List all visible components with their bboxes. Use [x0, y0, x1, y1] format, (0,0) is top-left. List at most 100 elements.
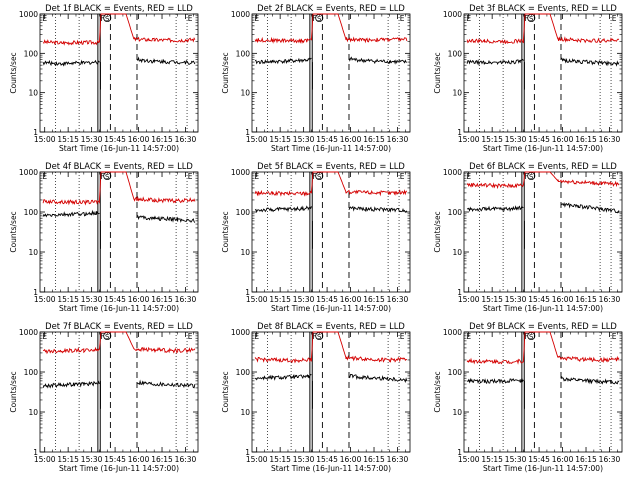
- x-tick-label: 15:30: [505, 135, 527, 144]
- y-tick-label: 10: [240, 408, 250, 417]
- detector-plot-7: Det 7f BLACK = Events, RED = LLD 1 10 100 10…: [9, 321, 199, 473]
- marker-label: F: [100, 332, 104, 341]
- x-tick-label: 16:15: [151, 135, 173, 144]
- marker-label: S: [317, 15, 322, 23]
- detector-plot-3: Det 3f BLACK = Events, RED = LLD 1 10 100 10…: [433, 3, 623, 153]
- marker-label: S: [317, 173, 322, 181]
- y-axis-label: Counts/sec: [9, 211, 18, 252]
- y-axis-label: Counts/sec: [9, 52, 18, 93]
- x-tick-label: 15:00: [34, 295, 56, 304]
- y-tick-label: 1000: [443, 10, 462, 19]
- marker-label: E: [466, 332, 471, 341]
- x-axis-label: Start Time (16-Jun-11 14:57:00): [483, 144, 603, 153]
- events-series-line: [254, 56, 407, 65]
- marker-label: E: [400, 332, 405, 341]
- marker-label: S: [317, 333, 322, 341]
- y-axis-label: Counts/sec: [433, 211, 442, 252]
- axes-frame: [251, 13, 411, 133]
- x-tick-label: 15:15: [57, 295, 79, 304]
- lld-series-line: [466, 331, 620, 365]
- x-tick-label: 15:45: [528, 455, 550, 464]
- x-tick-label: 15:15: [269, 135, 291, 144]
- y-tick-label: 1000: [231, 328, 250, 337]
- y-tick-label: 10: [240, 248, 250, 257]
- axes-frame: [463, 13, 623, 133]
- x-tick-label: 15:30: [81, 295, 103, 304]
- axes-frame: [463, 171, 623, 293]
- marker-label: F: [100, 172, 104, 181]
- marker-label: F: [312, 172, 316, 181]
- x-tick-label: 15:15: [57, 455, 79, 464]
- detector-plot-5: Det 5f BLACK = Events, RED = LLD 1 10 100 10…: [221, 161, 411, 313]
- x-tick-label: 15:15: [269, 455, 291, 464]
- y-tick-label: 100: [24, 368, 39, 377]
- x-tick-label: 16:00: [552, 455, 574, 464]
- marker-label: E: [466, 172, 471, 181]
- y-tick-label: 100: [24, 49, 39, 58]
- marker-label: F: [524, 14, 528, 23]
- marker-label: E: [612, 14, 617, 23]
- x-tick-label: 16:00: [340, 455, 362, 464]
- y-tick-label: 10: [452, 248, 462, 257]
- y-tick-label: 1000: [19, 168, 38, 177]
- plot-title: Det 6f BLACK = Events, RED = LLD: [469, 161, 617, 171]
- y-tick-label: 1000: [231, 10, 250, 19]
- detector-plot-6: Det 6f BLACK = Events, RED = LLD 1 10 100 10…: [433, 161, 623, 313]
- marker-label: S: [105, 15, 110, 23]
- detector-plot-1: Det 1f BLACK = Events, RED = LLD 1 10 100 10…: [9, 3, 199, 153]
- x-tick-label: 16:15: [363, 135, 385, 144]
- events-series-line: [42, 209, 196, 223]
- marker-label: F: [524, 172, 528, 181]
- y-tick-label: 100: [448, 208, 463, 217]
- x-axis-label: Start Time (16-Jun-11 14:57:00): [59, 144, 179, 153]
- y-tick-label: 1: [245, 448, 250, 457]
- x-tick-label: 16:00: [552, 135, 574, 144]
- y-tick-label: 1000: [19, 10, 38, 19]
- y-axis-label: Counts/sec: [221, 371, 230, 412]
- events-series-line: [42, 379, 196, 389]
- y-tick-label: 1: [457, 288, 462, 297]
- y-tick-label: 10: [452, 408, 462, 417]
- x-tick-label: 15:30: [81, 455, 103, 464]
- marker-label: F: [524, 332, 528, 341]
- lld-series-line: [254, 171, 408, 197]
- detector-plot-9: Det 9f BLACK = Events, RED = LLD 1 10 100 10…: [433, 321, 623, 473]
- marker-label: E: [188, 172, 193, 181]
- x-tick-label: 16:00: [340, 135, 362, 144]
- x-tick-label: 15:45: [528, 135, 550, 144]
- lld-series-line: [466, 13, 620, 45]
- events-series-line: [42, 56, 196, 67]
- x-tick-label: 15:15: [481, 455, 503, 464]
- marker-label: S: [105, 333, 110, 341]
- marker-label: F: [312, 14, 316, 23]
- marker-label: E: [612, 172, 617, 181]
- y-tick-label: 100: [236, 368, 251, 377]
- x-tick-label: 16:30: [175, 295, 197, 304]
- x-tick-label: 16:30: [387, 455, 409, 464]
- detector-plot-8: Det 8f BLACK = Events, RED = LLD 1 10 100 10…: [221, 321, 411, 473]
- x-tick-label: 16:00: [128, 455, 150, 464]
- x-tick-label: 16:00: [128, 295, 150, 304]
- y-tick-label: 10: [452, 89, 462, 98]
- y-tick-label: 1: [457, 448, 462, 457]
- marker-label: E: [466, 14, 471, 23]
- marker-label: S: [529, 333, 534, 341]
- axes-frame: [251, 331, 411, 453]
- x-tick-label: 15:15: [481, 295, 503, 304]
- marker-label: E: [188, 14, 193, 23]
- x-tick-label: 16:15: [575, 455, 597, 464]
- plot-title: Det 3f BLACK = Events, RED = LLD: [469, 3, 617, 13]
- plot-title: Det 1f BLACK = Events, RED = LLD: [45, 3, 193, 13]
- x-tick-label: 16:15: [363, 295, 385, 304]
- x-tick-label: 15:00: [34, 135, 56, 144]
- x-tick-label: 15:30: [505, 455, 527, 464]
- detector-plot-4: Det 4f BLACK = Events, RED = LLD 1 10 100 10…: [9, 161, 199, 313]
- plot-title: Det 8f BLACK = Events, RED = LLD: [257, 321, 405, 331]
- x-tick-label: 15:45: [316, 455, 338, 464]
- y-axis-label: Counts/sec: [9, 371, 18, 412]
- y-tick-label: 100: [236, 49, 251, 58]
- x-tick-label: 15:00: [246, 455, 268, 464]
- marker-label: E: [42, 332, 47, 341]
- axes-frame: [39, 13, 199, 133]
- marker-label: F: [100, 14, 104, 23]
